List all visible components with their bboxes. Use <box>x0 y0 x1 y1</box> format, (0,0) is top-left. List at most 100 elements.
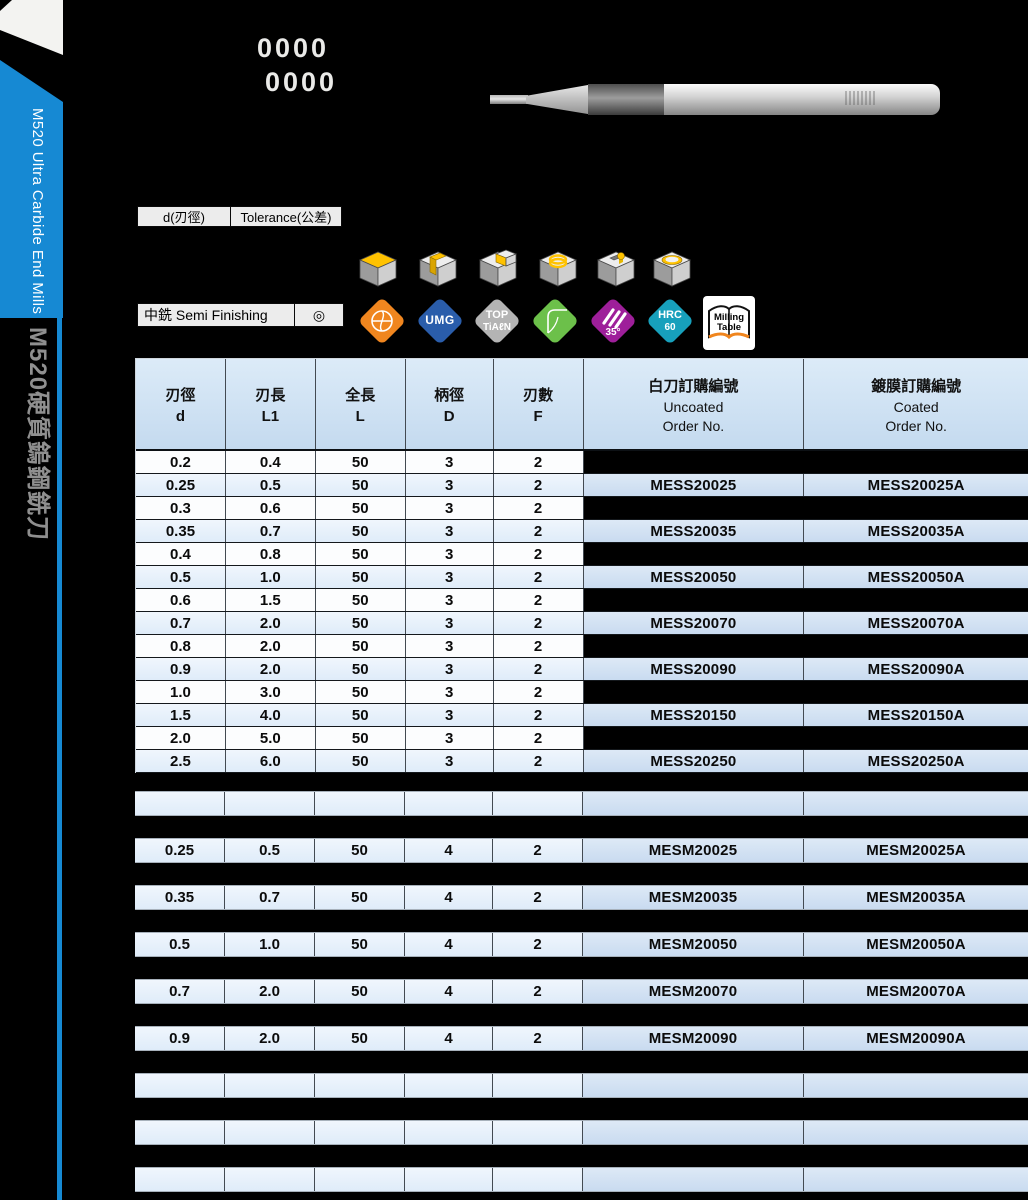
table-row: 2.5 6.0 50 3 2 MESS20250 MESS20250A <box>136 750 1028 773</box>
cell-l: 50 <box>315 543 406 565</box>
endmill-tip-icon <box>371 310 393 332</box>
cell-coated-order-no <box>804 1121 1028 1144</box>
empty-table-row <box>135 1120 1028 1145</box>
cell-l <box>315 1168 405 1191</box>
cell-d: 0.4 <box>136 543 226 565</box>
table-row: 0.7 2.0 50 4 2 MESM20070 MESM20070A <box>135 979 1028 1004</box>
table-row: 0.5 1.0 50 3 2 MESS20050 MESS20050A <box>136 566 1028 589</box>
cell-d <box>135 1121 225 1144</box>
cell-flutes: 2 <box>493 612 584 634</box>
cell-l1: 5.0 <box>225 727 316 749</box>
empty-table-row <box>135 1073 1028 1098</box>
tolerance-label-cell: Tolerance(公差) <box>230 206 342 227</box>
cell-l: 50 <box>315 589 406 611</box>
cell-d: 0.8 <box>136 635 226 657</box>
cell-flutes: 2 <box>493 566 584 588</box>
cell-l: 50 <box>315 933 405 956</box>
helix-35-badge-label: 35° <box>605 327 621 338</box>
cell-l1: 0.6 <box>225 497 316 519</box>
page-code-line1: 0000 <box>257 33 330 63</box>
cell-l1: 4.0 <box>225 704 316 726</box>
cell-uncoated-order-no: MESS20070 <box>583 612 805 634</box>
cell-coated-order-no: MESM20025A <box>804 839 1028 862</box>
cell-flutes: 2 <box>493 727 584 749</box>
cell-l1: 1.0 <box>225 566 316 588</box>
cell-l1 <box>225 1074 315 1097</box>
table-row: 0.35 0.7 50 4 2 MESM20035 MESM20035A <box>135 885 1028 910</box>
section2-rows: 0.25 0.5 50 4 2 MESM20025 MESM20025A 0.35 0.7 50 4… <box>135 791 1028 1200</box>
cell-l: 50 <box>315 612 406 634</box>
cell-coated-order-no: MESM20035A <box>804 886 1028 909</box>
cell-flutes <box>493 1074 583 1097</box>
cell-l: 50 <box>315 566 406 588</box>
cell-l1: 1.0 <box>225 933 315 956</box>
table-row: 0.25 0.5 50 3 2 MESS20025 MESS20025A <box>136 474 1028 497</box>
tolerance-header-row: d(刃徑) Tolerance(公差) <box>137 206 342 227</box>
cell-l: 50 <box>315 839 405 862</box>
cell-flutes: 2 <box>493 520 584 542</box>
cell-d <box>135 1074 225 1097</box>
cell-shank-d <box>405 1121 493 1144</box>
cell-uncoated-order-no: MESM20090 <box>583 1027 804 1050</box>
plunge-milling-icon <box>597 251 635 287</box>
cell-shank-d: 4 <box>405 886 493 909</box>
cell-coated-order-no: MESS20070A <box>804 612 1028 634</box>
cell-uncoated-order-no <box>583 589 805 611</box>
cell-l1: 0.5 <box>225 474 316 496</box>
cell-l: 50 <box>315 474 406 496</box>
table-row: 0.5 1.0 50 4 2 MESM20050 MESM20050A <box>135 932 1028 957</box>
cell-uncoated-order-no <box>583 1168 804 1191</box>
circular-pocket-milling-icon <box>539 251 577 287</box>
end-mill-cutting-tip <box>490 95 528 104</box>
cell-l1: 0.8 <box>225 543 316 565</box>
cell-d: 2.0 <box>136 727 226 749</box>
endmill-tip-badge <box>357 296 407 346</box>
cell-shank-d: 3 <box>405 497 494 519</box>
cell-shank-d: 4 <box>405 839 493 862</box>
cell-shank-d: 4 <box>405 980 493 1003</box>
table-row: 0.7 2.0 50 3 2 MESS20070 MESS20070A <box>136 612 1028 635</box>
hardness-hrc60-badge: HRC 60 <box>645 296 695 346</box>
face-milling-icon <box>359 251 397 287</box>
step-milling-icon <box>479 249 518 287</box>
cell-l1: 0.4 <box>225 451 316 473</box>
cell-l1: 3.0 <box>225 681 316 703</box>
finishing-mark-cell: ◎ <box>294 303 344 327</box>
cell-shank-d: 3 <box>405 704 494 726</box>
helix-flutes-icon <box>602 308 627 329</box>
milling-table-line2: Table <box>716 322 742 333</box>
column-header-coated: 鍍膜訂購編號 Coated Order No. <box>804 359 1028 449</box>
corner-ribbon <box>0 0 63 55</box>
cell-flutes <box>493 1121 583 1144</box>
cell-shank-d <box>405 1074 493 1097</box>
table-row: 0.8 2.0 50 3 2 <box>136 635 1028 658</box>
cell-flutes: 2 <box>493 635 584 657</box>
top-tialn-badge: TOP TiAℓN <box>472 296 522 346</box>
cell-shank-d: 3 <box>405 566 494 588</box>
series-banner <box>0 60 63 318</box>
cell-coated-order-no: MESM20090A <box>804 1027 1028 1050</box>
cell-l1 <box>225 1168 315 1191</box>
cell-flutes: 2 <box>493 474 584 496</box>
cell-uncoated-order-no <box>583 727 805 749</box>
cell-coated-order-no <box>804 635 1028 657</box>
cell-flutes: 2 <box>493 750 584 772</box>
milling-table-badge: Milling Table <box>703 296 755 350</box>
cell-shank-d: 3 <box>405 727 494 749</box>
cell-d: 1.0 <box>136 681 226 703</box>
column-header-l: 全長 L <box>315 359 406 449</box>
cell-l1: 2.0 <box>225 980 315 1003</box>
end-mill-dark-band <box>588 84 666 115</box>
cell-flutes <box>493 1168 583 1191</box>
cell-coated-order-no: MESM20070A <box>804 980 1028 1003</box>
spec-table: 刃徑 d 刃長 L1 全長 L 柄徑 D 刃數 F 白刀訂購編號 Uncoate… <box>135 358 1028 773</box>
cell-l: 50 <box>315 497 406 519</box>
cell-l: 50 <box>315 1027 405 1050</box>
cell-d: 0.35 <box>135 886 225 909</box>
cell-d: 0.2 <box>136 451 226 473</box>
end-mill-shank <box>664 84 940 115</box>
cell-flutes: 2 <box>493 933 583 956</box>
cell-uncoated-order-no: MESS20090 <box>583 658 805 680</box>
cell-coated-order-no <box>804 497 1028 519</box>
hardness-badge-line1: HRC <box>658 309 682 322</box>
